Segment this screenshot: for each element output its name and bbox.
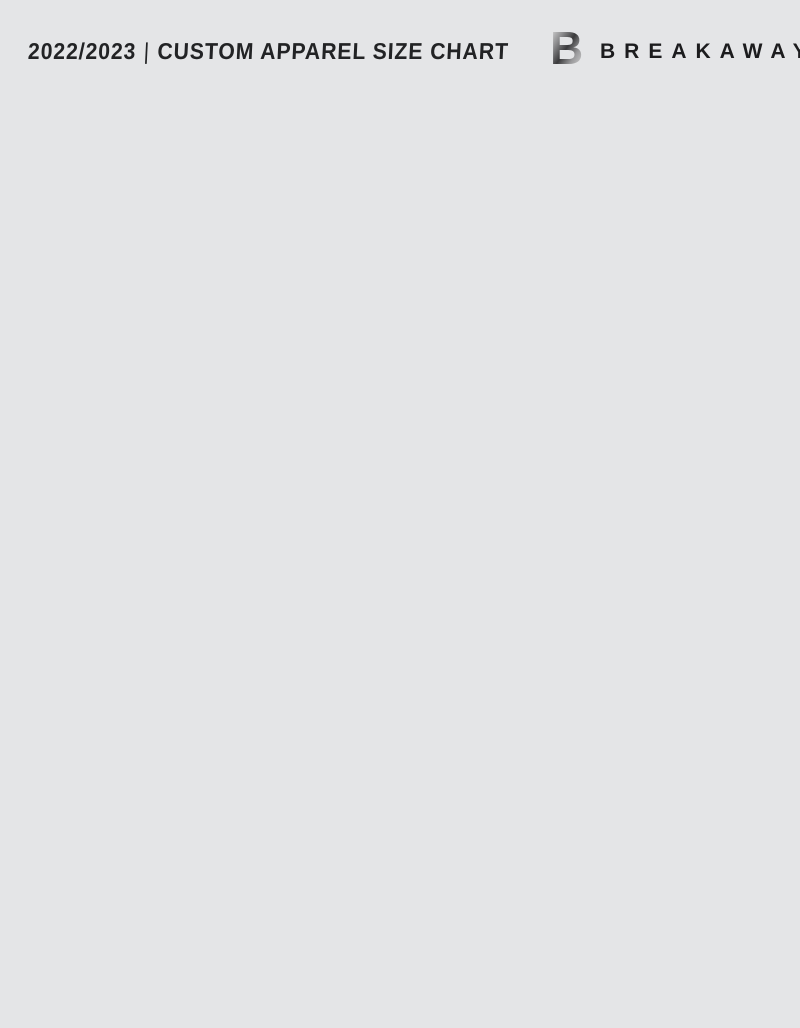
svg-text:B: B — [550, 28, 583, 74]
